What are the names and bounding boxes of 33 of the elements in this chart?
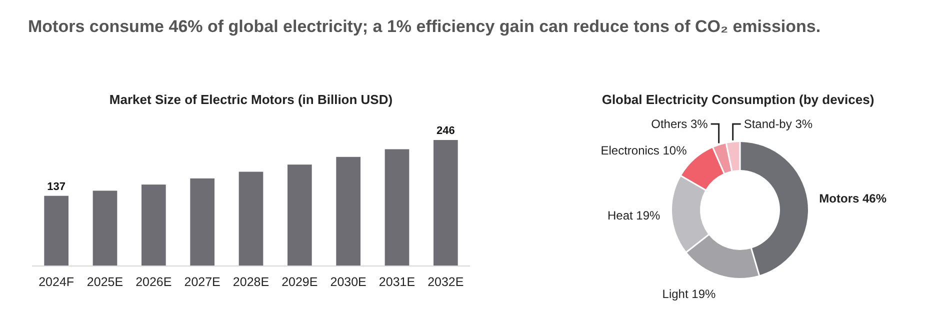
bar	[434, 140, 458, 266]
x-tick-label: 2031E	[378, 275, 416, 289]
data-label: 246	[436, 125, 455, 137]
slice-label: Light 19%	[662, 287, 716, 302]
data-label: 137	[47, 180, 66, 193]
donut-slice	[726, 142, 740, 171]
x-tick-label: 2029E	[282, 275, 318, 289]
x-tick-label: 2025E	[86, 275, 124, 289]
donut-slice	[687, 235, 758, 278]
slice-label: Electronics 10%	[600, 143, 688, 158]
x-tick-label: 2024F	[38, 275, 74, 289]
x-tick-label: 2030E	[330, 275, 366, 289]
slice-label: Heat 19%	[607, 208, 661, 223]
bar	[44, 196, 68, 266]
bar	[190, 178, 214, 266]
x-tick-label: 2026E	[136, 275, 172, 289]
x-tick-label: 2027E	[184, 275, 220, 289]
slice-label: Stand-by 3%	[744, 117, 813, 131]
chart-title: Market Size of Electric Motors (in Billion USD)	[109, 92, 393, 107]
bar	[92, 190, 118, 266]
bar	[142, 184, 166, 266]
bar	[384, 149, 410, 266]
slice-label: Others 3%	[651, 117, 708, 131]
text: Motors consume 46% of global electricity; a 1% efficiency gain can reduce tons of CO₂ emissions.	[28, 17, 821, 36]
bar	[336, 156, 360, 266]
bar	[238, 172, 264, 266]
bar	[288, 164, 312, 266]
slice-label: Motors 46%	[819, 192, 887, 206]
x-tick-label: 2032E	[428, 275, 464, 289]
x-tick-label: 2028E	[232, 275, 270, 289]
donut-slice	[714, 144, 732, 174]
donut-slice	[672, 176, 708, 252]
chart-title: Global Electricity Consumption (by devices)	[602, 92, 874, 107]
